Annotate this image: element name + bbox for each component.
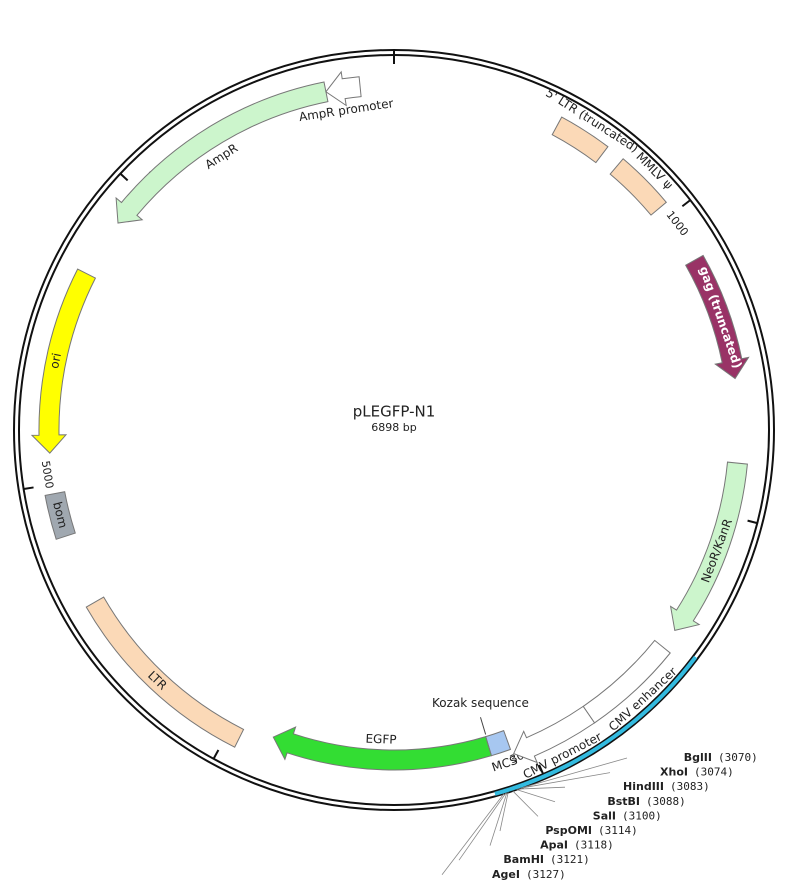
feature [325,70,362,107]
tick-mark [23,486,34,491]
site-name: BamHI [503,853,544,866]
site-position: (3121) [550,853,590,866]
tick-label: 5000 [39,460,56,490]
feature [115,81,329,224]
site-position: (3083) [670,780,710,793]
site-line [521,772,611,789]
site-position: (3100) [622,809,662,822]
site-position: (3118) [574,839,614,852]
feature [669,461,748,632]
feature [30,268,97,454]
site-name: BglII [684,751,712,764]
site-position: (3070) [718,751,758,764]
tick-mark [212,749,220,760]
feature-label: ori [47,352,64,370]
tick-mark [538,764,545,775]
site-name: ApaI [540,839,568,852]
feature [551,116,609,164]
site-line [522,757,628,788]
site-position: (3127) [526,868,566,881]
map-title: pLEGFP-N1 [353,403,436,421]
feature-label: EGFP [365,732,397,747]
feature [513,705,596,764]
site-line [499,792,509,832]
feature [685,254,750,380]
site-line [518,786,566,790]
site-name: BstBI [607,795,640,808]
site-line [512,790,539,817]
site-name: AgeI [492,868,520,881]
site-line [458,792,507,861]
feature [44,491,76,540]
site-name: PspOMI [545,824,592,837]
feature [272,726,493,771]
marker-line [479,717,487,735]
feature-label: MCS [490,753,519,775]
feature [609,158,668,216]
site-line [489,792,508,846]
site-name: HindIII [623,780,664,793]
feature [85,596,245,748]
site-line [441,793,505,876]
site-name: SalI [593,809,616,822]
site-line [516,789,556,803]
tick-mark [681,199,691,208]
feature-label: bom [50,500,70,529]
tick-mark [747,519,758,525]
marker-label: Kozak sequence [432,696,529,710]
tick-mark [119,172,129,182]
highlight-arc [494,655,698,796]
site-position: (3114) [598,824,638,837]
site-position: (3088) [646,795,686,808]
site-position: (3074) [694,766,734,779]
map-length: 6898 bp [371,421,416,434]
site-name: XhoI [660,766,688,779]
tick-label: 1000 [664,208,691,238]
